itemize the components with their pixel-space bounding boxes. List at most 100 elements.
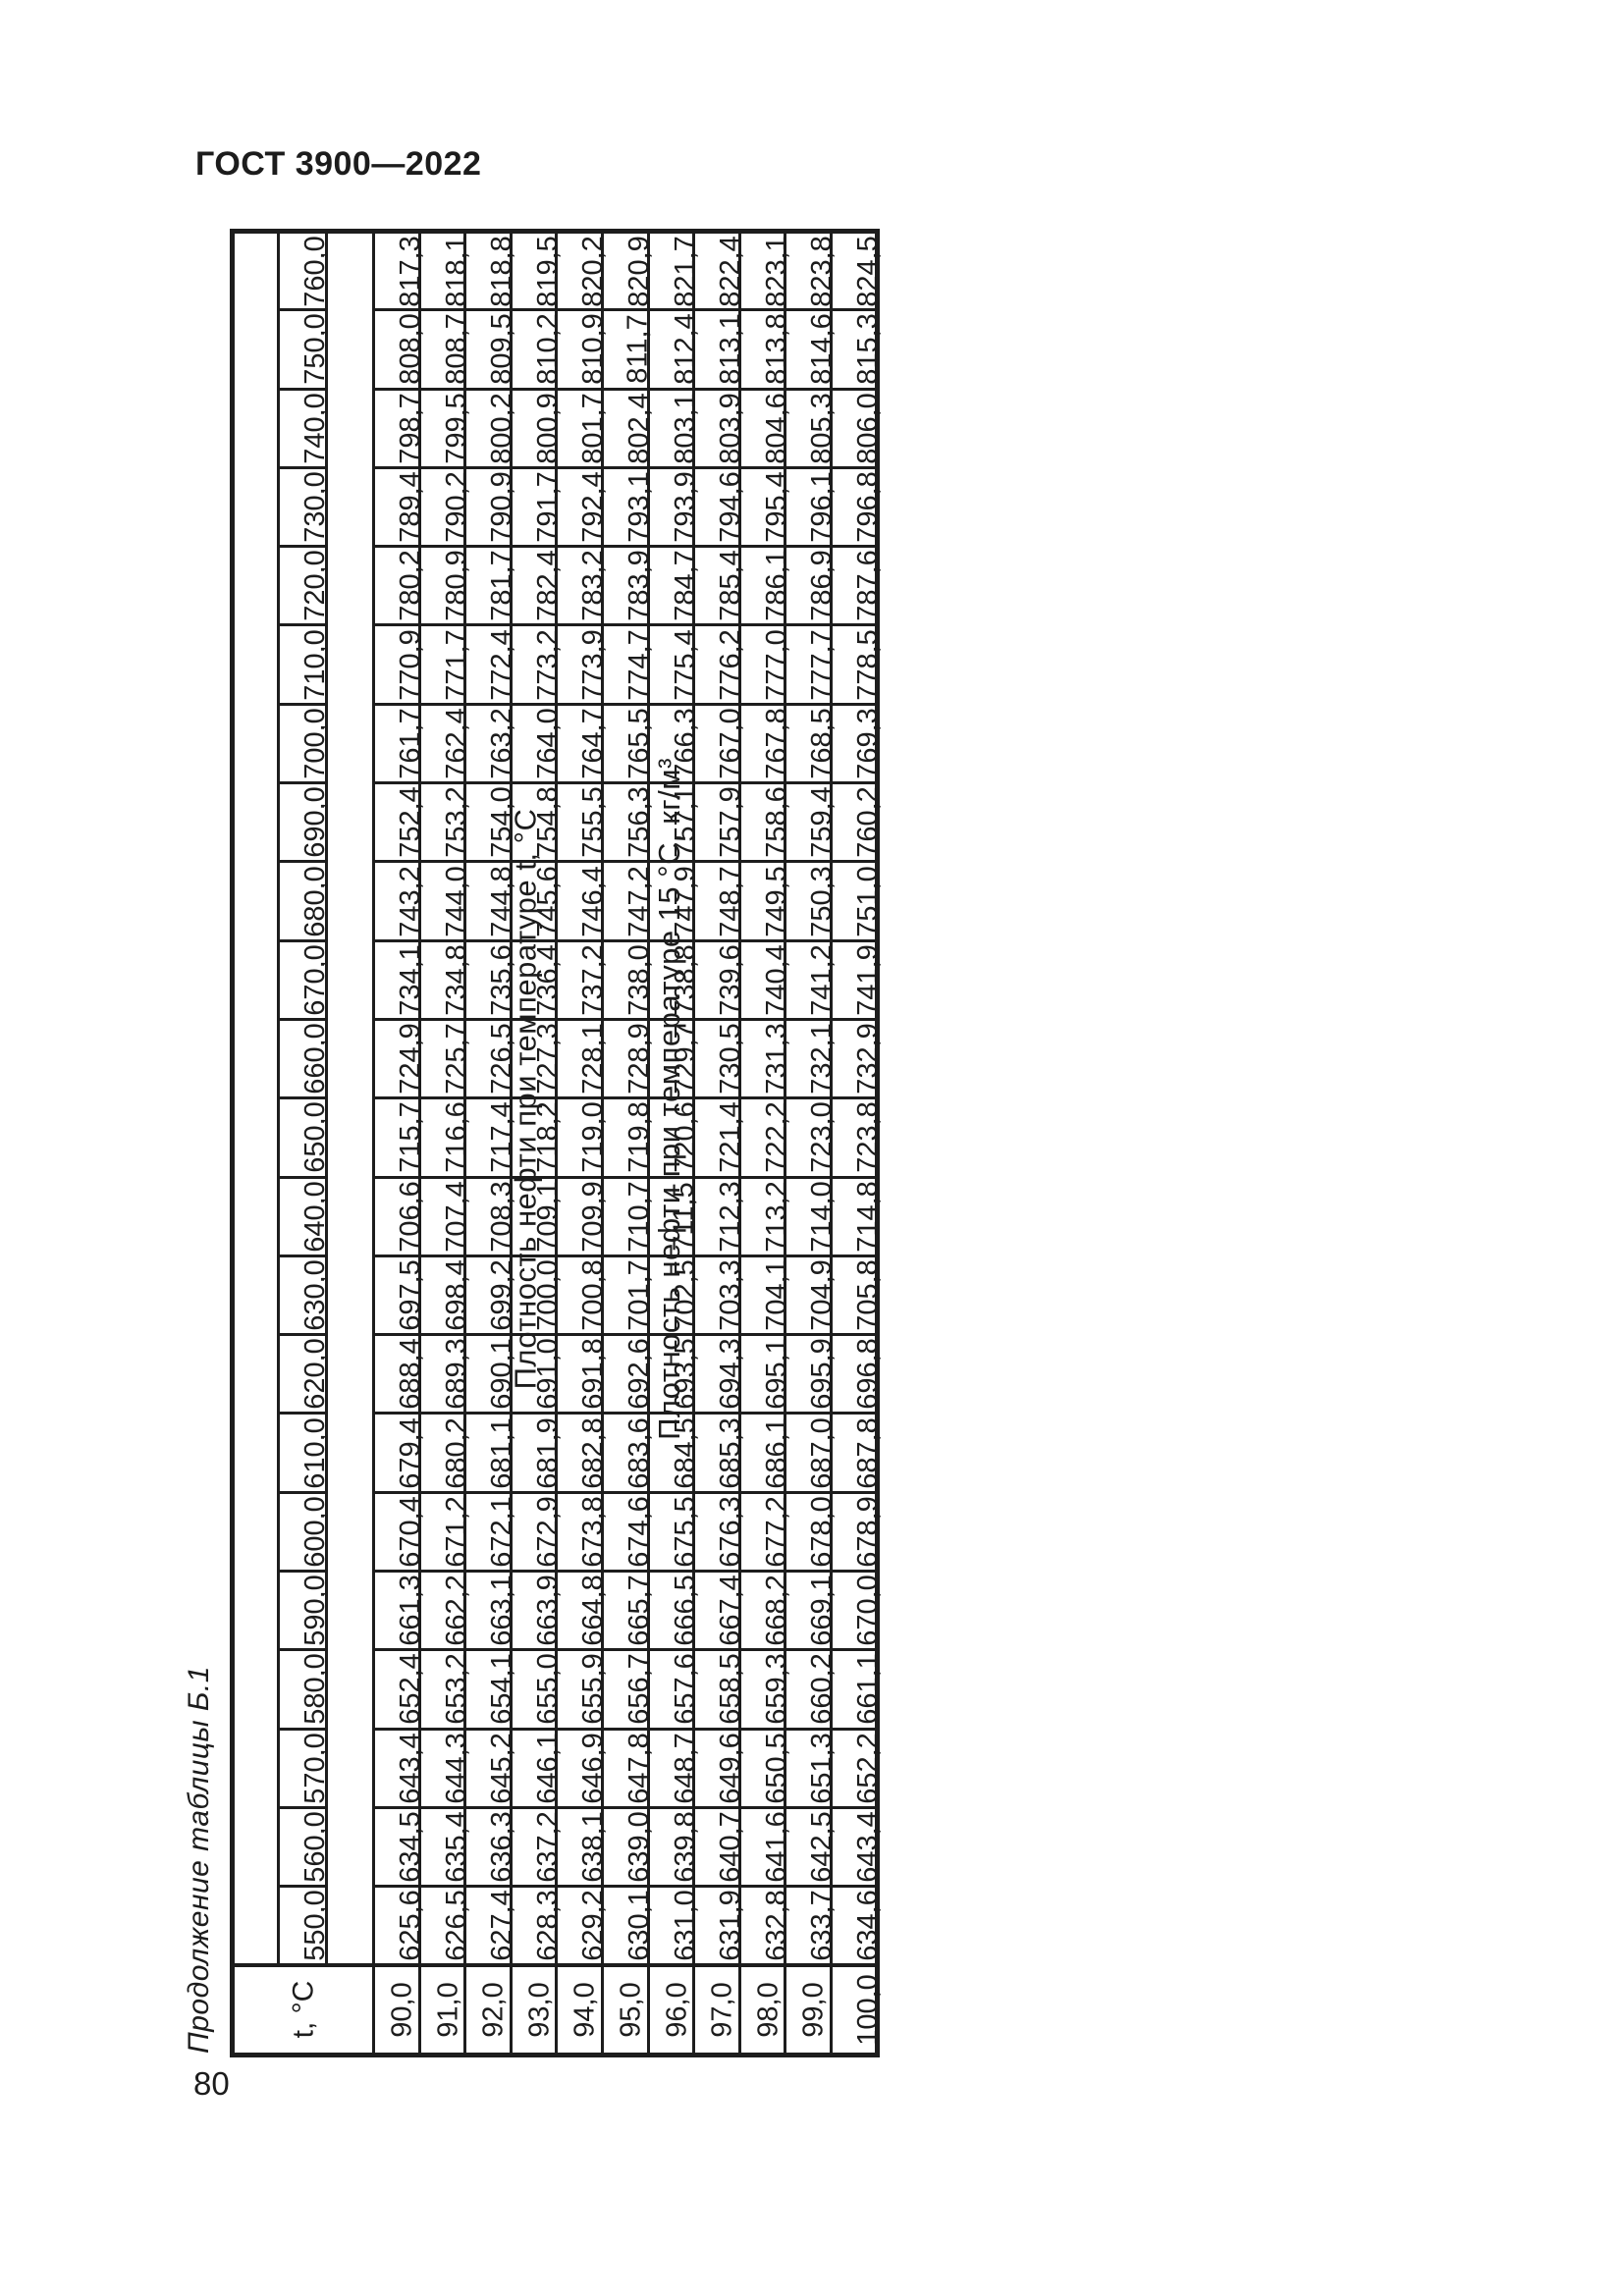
density-15-value-cell: 804,6 (737, 387, 792, 469)
density-15-value-cell: 720,6 (646, 1096, 700, 1179)
density-15-value-cell-text: 639,0 (623, 1811, 655, 1883)
density-row: 640,0 706,6 707,4 708,3 709,1 709,9 710,7 711,5… (233, 1175, 884, 1257)
density-15-value-cell-text: 631,9 (714, 1890, 746, 1961)
density-15-value-cell-text: 751,0 (851, 865, 884, 937)
density-15-value-cell-text: 708,3 (485, 1180, 517, 1253)
density-15-value-cell-text: 758,6 (760, 786, 792, 859)
density-15-value-cell: 685,3 (692, 1412, 746, 1494)
density-15-value-cell: 654,1 (463, 1648, 517, 1731)
density-15-value-cell: 783,2 (555, 545, 609, 627)
density-15-value-cell: 795,4 (737, 465, 792, 549)
density-15-value-cell-text: 644,3 (440, 1732, 472, 1804)
density-15-value-cell: 767,0 (692, 702, 746, 785)
density-15-value-cell-text: 811,7 (622, 314, 654, 385)
density-15-value-cell: 673,8 (555, 1490, 609, 1574)
density-15-value-cell: 809,5 (463, 308, 517, 391)
density-t-header-cell: 670,0 (277, 938, 331, 1021)
density-t-header-cell: 640,0 (277, 1175, 331, 1257)
density-15-value-cell-text: 760,2 (851, 786, 884, 859)
density-15-value-cell: 709,1 (509, 1175, 564, 1257)
density-15-value-cell-text: 657,6 (669, 1653, 701, 1726)
density-15-value-cell-text: 767,0 (714, 708, 746, 779)
t-value-cell: 98,0 (737, 1963, 787, 2056)
density-15-value-cell: 812,4 (646, 308, 700, 391)
density-15-value-cell: 806,0 (829, 387, 884, 469)
density-t-header-cell-text: 750,0 (298, 313, 331, 386)
density-15-value-cell-text: 810,2 (531, 313, 564, 386)
t-value-cell-text: 94,0 (569, 1982, 602, 2038)
density-15-value-cell-text: 790,2 (440, 471, 472, 543)
density-15-value-cell: 642,5 (784, 1805, 838, 1889)
table-body: Плотность нефти при температуре t, °C 760… (231, 229, 884, 2056)
density-15-value-cell: 626,5 (417, 1885, 471, 1967)
density-15-value-cell: 646,9 (555, 1727, 609, 1809)
density-row: 710,0 770,9 771,7 772,4 773,2 773,9 774,7 775,4… (233, 623, 884, 706)
density-t-header-cell-text: 640,0 (298, 1180, 331, 1253)
density-15-value-cell-text: 628,3 (531, 1890, 564, 1961)
density-15-value-cell: 823,8 (784, 229, 838, 312)
density-15-value-cell-text: 738,8 (669, 944, 701, 1016)
density-15-value-cell: 754,0 (463, 781, 517, 864)
density-15-value-cell: 657,6 (646, 1648, 700, 1731)
t-value-cell: 97,0 (692, 1963, 741, 2056)
density-row: 690,0 752,4 753,2 754,0 754,8 755,5 756,3 757,1… (233, 781, 884, 864)
density-15-value-cell: 648,7 (646, 1727, 700, 1809)
density-15-value-cell: 707,4 (417, 1175, 471, 1257)
density-row: 650,0 715,7 716,6 717,4 718,2 719,0 719,8 720,6… (233, 1096, 884, 1179)
density-15-value-cell-text: 815,3 (851, 313, 884, 386)
density-15-value-cell: 768,5 (784, 702, 838, 785)
density-15-value-cell-text: 695,1 (760, 1338, 792, 1411)
density-15-value-cell-text: 818,1 (440, 235, 472, 307)
density-15-value-cell-text: 711,5 (668, 1181, 700, 1252)
density-15-value-cell-text: 634,5 (394, 1811, 426, 1883)
density-15-value-cell-text: 763,2 (485, 708, 517, 779)
density-15-value-cell: 750,3 (784, 860, 838, 942)
density-15-value-cell-text: 712,3 (714, 1180, 746, 1253)
table-caption: Продолжение таблицы Б.1 (183, 1666, 215, 2054)
density-15-value-cell: 799,5 (417, 387, 471, 469)
t-value-cell: 92,0 (463, 1963, 513, 2056)
t-value-cell-text: 98,0 (752, 1982, 785, 2038)
density-15-value-cell-text: 678,9 (851, 1496, 884, 1568)
density-15-value-cell-text: 653,2 (440, 1653, 472, 1726)
density-15-value-cell-text: 677,2 (760, 1496, 792, 1568)
density-15-value-cell-text: 646,1 (531, 1732, 564, 1804)
density-15-value-cell-text: 800,9 (531, 392, 564, 464)
density-15-value-cell: 789,4 (372, 465, 426, 549)
density-15-value-cell-text: 667,4 (714, 1575, 746, 1646)
density-15-value-cell: 680,2 (417, 1412, 471, 1494)
density-15-value-cell-text: 741,2 (806, 944, 839, 1016)
density-15-value-cell-text: 697,5 (394, 1259, 426, 1331)
density-15-value-cell-text: 666,5 (669, 1575, 701, 1646)
body-group-header-cell: Плотность нефти при температуре 15 °С, к… (325, 230, 686, 1967)
density-15-value-cell-text: 673,8 (577, 1496, 610, 1568)
density-15-value-cell: 687,0 (784, 1412, 838, 1494)
density-15-value-cell: 780,9 (417, 545, 471, 627)
density-15-value-cell-text: 685,3 (714, 1416, 746, 1489)
density-15-value-cell-text: 652,4 (394, 1653, 426, 1726)
density-15-value-cell-text: 750,3 (806, 865, 839, 937)
density-15-value-cell: 770,9 (372, 623, 426, 706)
density-15-value-cell: 663,1 (463, 1570, 517, 1652)
density-15-value-cell: 777,7 (784, 623, 838, 706)
density-15-value-cell-text: 643,4 (394, 1732, 426, 1804)
density-15-value-cell: 786,1 (737, 545, 792, 627)
density-15-value-cell-text: 723,0 (806, 1101, 839, 1174)
density-15-value-cell: 699,2 (463, 1254, 517, 1337)
density-15-value-cell-text: 686,1 (760, 1416, 792, 1489)
density-15-value-cell: 813,1 (692, 308, 746, 391)
density-15-value-cell-text: 717,4 (485, 1101, 517, 1174)
density-15-value-cell-text: 718,2 (531, 1101, 564, 1174)
density-15-value-cell: 651,3 (784, 1727, 838, 1809)
density-15-value-cell-text: 687,8 (851, 1416, 884, 1489)
density-t-header-cell-text: 560,0 (298, 1811, 331, 1883)
density-15-value-cell: 764,0 (509, 702, 564, 785)
t-value-cell: 100,0 (829, 1963, 884, 2056)
density-15-value-cell: 696,8 (829, 1333, 884, 1415)
density-15-value-cell: 709,9 (555, 1175, 609, 1257)
density-15-value-cell: 700,8 (555, 1254, 609, 1337)
density-15-value-cell: 769,3 (829, 702, 884, 785)
density-15-value-cell: 763,2 (463, 702, 517, 785)
density-15-value-cell-text: 719,0 (577, 1101, 610, 1174)
density-15-value-cell-text: 775,4 (669, 628, 701, 701)
